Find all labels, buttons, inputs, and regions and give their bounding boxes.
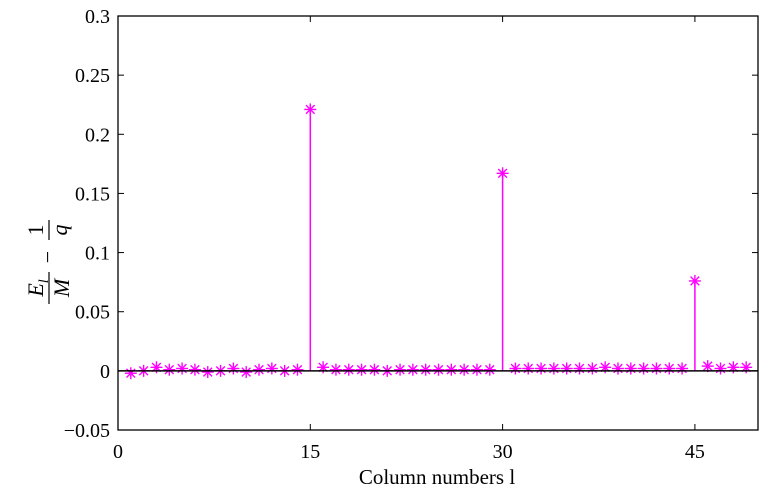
data-point xyxy=(522,362,535,375)
data-point xyxy=(432,363,445,376)
data-point xyxy=(650,362,663,375)
ylabel-denominator: M xyxy=(49,277,74,298)
data-point xyxy=(688,274,701,287)
data-point xyxy=(201,366,214,379)
data-markers xyxy=(124,103,753,380)
data-point xyxy=(176,362,189,375)
data-point xyxy=(663,362,676,375)
data-point xyxy=(329,363,342,376)
data-point xyxy=(188,363,201,376)
data-point xyxy=(342,363,355,376)
ylabel-numerator: El xyxy=(23,279,52,297)
data-point xyxy=(419,363,432,376)
data-point xyxy=(714,362,727,375)
data-point xyxy=(368,363,381,376)
data-point xyxy=(265,362,278,375)
x-tick-label: 15 xyxy=(300,441,320,463)
data-point xyxy=(535,362,548,375)
data-point xyxy=(624,362,637,375)
data-point xyxy=(304,103,317,116)
y-tick-label: 0.15 xyxy=(75,183,110,205)
data-point xyxy=(253,363,266,376)
data-point xyxy=(240,366,253,379)
data-point xyxy=(560,362,573,375)
ylabel-one: 1 xyxy=(23,225,48,236)
y-tick-label: 0.25 xyxy=(75,65,110,87)
data-point xyxy=(573,362,586,375)
data-point xyxy=(445,363,458,376)
x-axis-ticks: 0 15 30 45 xyxy=(113,16,705,463)
x-tick-label: 30 xyxy=(493,441,513,463)
data-point xyxy=(611,362,624,375)
data-point xyxy=(470,363,483,376)
data-point xyxy=(406,363,419,376)
y-tick-label: −0.05 xyxy=(64,420,110,442)
data-point xyxy=(124,367,137,380)
data-point xyxy=(163,363,176,376)
ylabel-q: q xyxy=(47,225,72,236)
y-tick-label: 0.3 xyxy=(85,6,110,28)
data-point xyxy=(227,362,240,375)
y-axis-label: El M − 1 q xyxy=(23,220,74,304)
stem-lines xyxy=(130,109,747,374)
data-point xyxy=(291,363,304,376)
y-tick-label: 0.05 xyxy=(75,302,110,324)
data-point xyxy=(701,360,714,373)
data-point xyxy=(458,363,471,376)
data-point xyxy=(637,362,650,375)
data-point xyxy=(394,363,407,376)
ylabel-minus: − xyxy=(35,251,60,263)
plot-frame xyxy=(117,15,759,431)
x-tick-label: 45 xyxy=(685,441,705,463)
data-point xyxy=(355,363,368,376)
y-tick-label: 0.1 xyxy=(85,243,110,265)
data-point xyxy=(496,167,509,180)
data-point xyxy=(586,362,599,375)
data-point xyxy=(676,362,689,375)
y-tick-label: 0.2 xyxy=(85,124,110,146)
y-axis-ticks: −0.05 0 0.05 0.1 0.15 0.2 0.25 0.3 xyxy=(64,6,758,442)
data-point xyxy=(547,362,560,375)
y-tick-label: 0 xyxy=(100,361,110,383)
x-axis-label: Column numbers l xyxy=(359,465,515,489)
x-tick-label: 0 xyxy=(113,441,123,463)
data-point xyxy=(483,363,496,376)
data-point xyxy=(509,362,522,375)
